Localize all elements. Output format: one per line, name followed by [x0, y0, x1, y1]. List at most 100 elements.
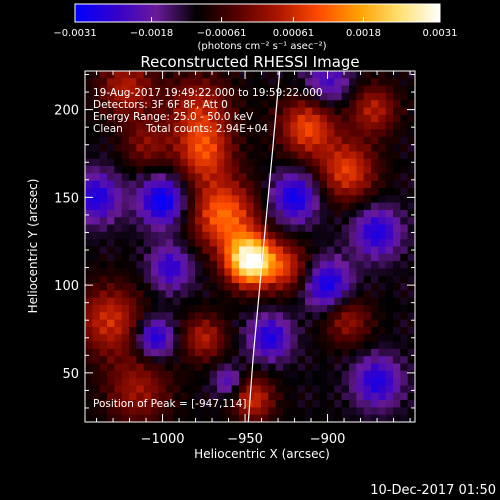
heatmap-cell: [151, 217, 159, 226]
heatmap-cell: [363, 253, 372, 262]
heatmap-cell: [319, 151, 328, 160]
heatmap-cell: [407, 209, 415, 218]
heatmap-cell: [312, 253, 321, 262]
heatmap-cell: [239, 334, 247, 343]
heatmap-cell: [319, 326, 328, 335]
heatmap-cell: [407, 144, 415, 153]
heatmap-cell: [180, 319, 189, 328]
heatmap-cell: [297, 136, 306, 145]
heatmap-cell: [107, 202, 115, 211]
heatmap-cell: [319, 85, 328, 94]
heatmap-cell: [393, 114, 401, 123]
heatmap-cell: [92, 385, 101, 394]
heatmap-cell: [268, 334, 277, 343]
heatmap-cell: [85, 283, 93, 291]
heatmap-cell: [224, 166, 233, 174]
heatmap-cell: [283, 188, 291, 196]
heatmap-cell: [283, 261, 291, 270]
heatmap-cell: [224, 180, 233, 189]
heatmap-cell: [334, 173, 343, 182]
heatmap-cell: [371, 370, 379, 379]
heatmap-cell: [275, 202, 284, 211]
heatmap-cell: [173, 275, 181, 284]
heatmap-cell: [136, 166, 145, 174]
heatmap-cell: [217, 166, 225, 174]
heatmap-cell: [114, 173, 123, 182]
heatmap-cell: [195, 71, 203, 79]
heatmap-cell: [356, 246, 365, 255]
heatmap-cell: [319, 209, 328, 218]
heatmap-cell: [253, 224, 262, 233]
heatmap-cell: [85, 400, 93, 408]
heatmap-cell: [341, 180, 350, 189]
heatmap-cell: [209, 195, 218, 204]
heatmap-cell: [99, 188, 108, 196]
heatmap-cell: [327, 217, 335, 226]
heatmap-cell: [349, 407, 357, 416]
heatmap-cell: [349, 239, 357, 248]
heatmap-cell: [143, 407, 152, 416]
heatmap-cell: [363, 107, 372, 116]
heatmap-cell: [290, 341, 299, 350]
heatmap-cell: [393, 92, 401, 101]
heatmap-cell: [158, 209, 167, 218]
heatmap-cell: [114, 312, 123, 321]
heatmap-cell: [283, 151, 291, 160]
heatmap-cell: [151, 378, 159, 387]
heatmap-cell: [290, 92, 299, 101]
heatmap-cell: [231, 275, 240, 284]
heatmap-cell: [385, 312, 394, 321]
heatmap-cell: [283, 253, 291, 262]
heatmap-cell: [268, 136, 277, 145]
heatmap-cell: [334, 114, 343, 123]
heatmap-cell: [129, 129, 137, 138]
annotation-detectors: Detectors: 3F 6F 8F, Att 0: [93, 99, 228, 111]
heatmap-cell: [297, 180, 306, 189]
heatmap-cell: [121, 195, 130, 204]
heatmap-cell: [334, 166, 343, 174]
heatmap-cell: [290, 407, 299, 416]
heatmap-cell: [209, 107, 218, 116]
heatmap-cell: [268, 107, 277, 116]
heatmap-cell: [371, 114, 379, 123]
heatmap-cell: [92, 100, 101, 109]
heatmap-cell: [209, 71, 218, 79]
heatmap-cell: [275, 136, 284, 145]
heatmap-cell: [224, 385, 233, 394]
heatmap-cell: [187, 173, 196, 182]
heatmap-cell: [334, 100, 343, 109]
heatmap-cell: [371, 356, 379, 365]
heatmap-cell: [290, 239, 299, 248]
heatmap-cell: [202, 385, 211, 394]
heatmap-cell: [202, 268, 211, 277]
heatmap-cell: [136, 297, 145, 306]
heatmap-cell: [297, 253, 306, 262]
heatmap-cell: [290, 144, 299, 153]
heatmap-cell: [143, 261, 152, 270]
heatmap-cell: [99, 305, 108, 313]
heatmap-cell: [239, 356, 247, 365]
heatmap-cell: [136, 158, 145, 167]
heatmap-cell: [180, 378, 189, 387]
heatmap-cell: [290, 261, 299, 270]
colorbar-tick-label: −0.0018: [130, 28, 173, 39]
heatmap-cell: [129, 319, 137, 328]
heatmap-cell: [202, 151, 211, 160]
heatmap-cell: [393, 144, 401, 153]
heatmap-cell: [187, 114, 196, 123]
heatmap-cell: [253, 261, 262, 270]
heatmap-cell: [114, 341, 123, 350]
heatmap-cell: [231, 239, 240, 248]
heatmap-cell: [195, 92, 203, 101]
heatmap-cell: [99, 312, 108, 321]
heatmap-cell: [407, 312, 415, 321]
heatmap-cell: [107, 305, 115, 313]
heatmap-cell: [393, 268, 401, 277]
heatmap-cell: [305, 283, 313, 291]
heatmap-cell: [363, 136, 372, 145]
heatmap-cell: [290, 283, 299, 291]
heatmap-cell: [107, 312, 115, 321]
heatmap-cell: [283, 129, 291, 138]
heatmap-cell: [305, 363, 313, 372]
